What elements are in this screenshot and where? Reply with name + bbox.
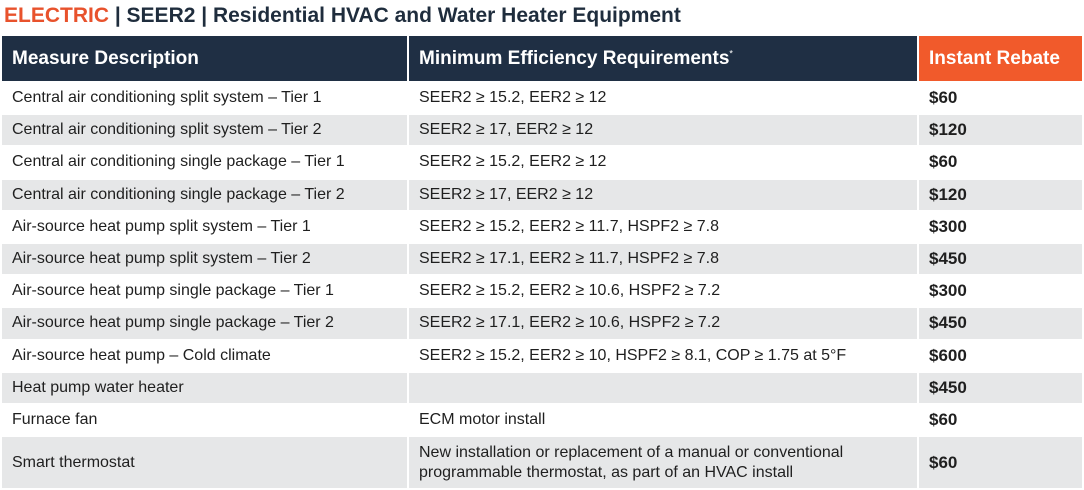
- measure-cell: Air-source heat pump split system – Tier…: [2, 209, 409, 243]
- efficiency-cell: New installation or replacement of a man…: [408, 435, 919, 489]
- table-row: Air-source heat pump split system – Tier…: [2, 241, 1082, 276]
- measure-cell: Air-source heat pump single package – Ti…: [2, 306, 409, 340]
- measure-cell: Central air conditioning single package …: [2, 145, 409, 179]
- rebate-cell: $300: [918, 209, 1082, 243]
- efficiency-cell: SEER2 ≥ 17.1, EER2 ≥ 10.6, HSPF2 ≥ 7.2: [408, 306, 919, 340]
- rebate-cell: $120: [918, 113, 1082, 147]
- column-header-rebate: Instant Rebate: [918, 36, 1082, 82]
- efficiency-cell: SEER2 ≥ 15.2, EER2 ≥ 12: [408, 80, 919, 115]
- efficiency-cell: SEER2 ≥ 15.2, EER2 ≥ 11.7, HSPF2 ≥ 7.8: [408, 209, 919, 243]
- table-row: Central air conditioning split system – …: [2, 113, 1082, 147]
- measure-cell: Air-source heat pump single package – Ti…: [2, 274, 409, 308]
- rebate-cell: $60: [918, 80, 1082, 115]
- efficiency-cell: SEER2 ≥ 17, EER2 ≥ 12: [408, 177, 919, 211]
- table-row: Heat pump water heater $450: [2, 370, 1082, 404]
- efficiency-cell: SEER2 ≥ 15.2, EER2 ≥ 12: [408, 145, 919, 179]
- rebate-cell: $60: [918, 402, 1082, 437]
- table-row: Air-source heat pump – Cold climate SEER…: [2, 338, 1082, 372]
- measure-cell: Central air conditioning split system – …: [2, 113, 409, 147]
- measure-cell: Furnace fan: [2, 402, 409, 437]
- measure-cell: Central air conditioning split system – …: [2, 80, 409, 115]
- table-row: Air-source heat pump split system – Tier…: [2, 209, 1082, 243]
- column-header-measure: Measure Description: [2, 36, 409, 82]
- table-row: Air-source heat pump single package – Ti…: [2, 306, 1082, 340]
- rebate-table: Measure Description Minimum Efficiency R…: [2, 36, 1082, 489]
- rebate-cell: $60: [918, 435, 1082, 489]
- table-row: Smart thermostat New installation or rep…: [2, 435, 1082, 489]
- title-text: | SEER2 | Residential HVAC and Water Hea…: [109, 4, 681, 27]
- measure-cell: Air-source heat pump split system – Tier…: [2, 241, 409, 276]
- table-row: Central air conditioning split system – …: [2, 80, 1082, 115]
- efficiency-cell: SEER2 ≥ 15.2, EER2 ≥ 10, HSPF2 ≥ 8.1, CO…: [408, 338, 919, 372]
- measure-cell: Smart thermostat: [2, 435, 409, 489]
- measure-cell: Air-source heat pump – Cold climate: [2, 338, 409, 372]
- footnote-marker: *: [729, 48, 733, 59]
- rebate-cell: $120: [918, 177, 1082, 211]
- column-header-efficiency: Minimum Efficiency Requirements*: [408, 36, 919, 82]
- table-row: Central air conditioning single package …: [2, 145, 1082, 179]
- efficiency-cell: SEER2 ≥ 15.2, EER2 ≥ 10.6, HSPF2 ≥ 7.2: [408, 274, 919, 308]
- rebate-cell: $60: [918, 145, 1082, 179]
- efficiency-cell: ECM motor install: [408, 402, 919, 437]
- rebate-cell: $450: [918, 306, 1082, 340]
- rebate-cell: $450: [918, 370, 1082, 404]
- efficiency-cell: SEER2 ≥ 17, EER2 ≥ 12: [408, 113, 919, 147]
- rebate-cell: $600: [918, 338, 1082, 372]
- table-row: Central air conditioning single package …: [2, 177, 1082, 211]
- rebate-cell: $450: [918, 241, 1082, 276]
- efficiency-cell: [408, 370, 919, 404]
- table-row: Furnace fan ECM motor install $60: [2, 402, 1082, 437]
- title-accent: ELECTRIC: [4, 4, 109, 27]
- table-row: Air-source heat pump single package – Ti…: [2, 274, 1082, 308]
- efficiency-cell: SEER2 ≥ 17.1, EER2 ≥ 11.7, HSPF2 ≥ 7.8: [408, 241, 919, 276]
- measure-cell: Central air conditioning single package …: [2, 177, 409, 211]
- rebate-cell: $300: [918, 274, 1082, 308]
- page-title: ELECTRIC | SEER2 | Residential HVAC and …: [0, 0, 1084, 36]
- table-header-row: Measure Description Minimum Efficiency R…: [2, 36, 1082, 82]
- measure-cell: Heat pump water heater: [2, 370, 409, 404]
